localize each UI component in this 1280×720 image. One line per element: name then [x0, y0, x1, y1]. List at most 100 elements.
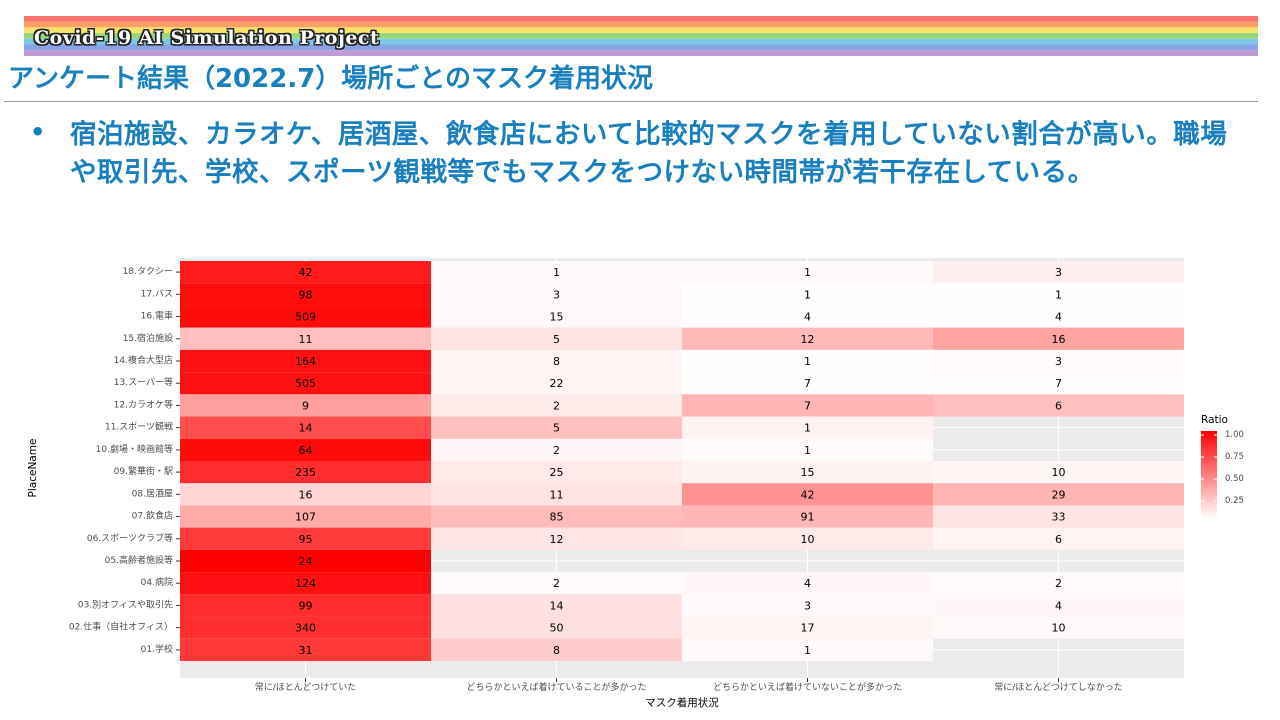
heatmap-cell [180, 438, 431, 461]
y-tick-label: 05.高齢者施設等 [105, 554, 173, 566]
heatmap-cell [431, 305, 682, 328]
heatmap-cell [431, 461, 682, 484]
y-tick-label: 08.居酒屋 [132, 488, 173, 499]
cell-value-label: 6 [1055, 533, 1062, 546]
y-tick-label: 04.病院 [141, 576, 173, 588]
heatmap-cell [180, 416, 431, 439]
rainbow-banner [24, 16, 1258, 56]
cell-value-label: 5 [553, 333, 560, 346]
y-tick-label: 13.スーパー等 [114, 376, 173, 388]
cell-value-label: 164 [295, 355, 316, 368]
cell-value-label: 98 [299, 288, 313, 301]
heatmap-cell [933, 461, 1184, 484]
legend-tick-label: 0.25 [1225, 496, 1244, 506]
cell-value-label: 4 [1055, 599, 1062, 612]
heatmap-cell [180, 372, 431, 395]
cell-value-label: 7 [804, 399, 811, 412]
heatmap-cell [180, 594, 431, 617]
heatmap-cell [682, 283, 933, 306]
heatmap-cell [431, 638, 682, 661]
heatmap-cell [933, 372, 1184, 395]
bullet-marker: • [30, 118, 46, 146]
heatmap-cell [431, 327, 682, 350]
cell-value-label: 3 [1055, 266, 1062, 279]
cell-value-label: 22 [550, 377, 564, 390]
heatmap-cell [933, 261, 1184, 284]
heatmap-cell [933, 394, 1184, 417]
heatmap-cell [682, 572, 933, 595]
y-tick-label: 02.仕事（自社オフィス） [69, 621, 173, 633]
heatmap-cell [431, 616, 682, 639]
y-tick-label: 16.電車 [141, 310, 173, 322]
cell-value-label: 8 [553, 644, 560, 657]
heatmap-cell [682, 438, 933, 461]
bullet-text: 宿泊施設、カラオケ、居酒屋、飲食店において比較的マスクを着用していない割合が高い… [70, 119, 1228, 188]
y-tick-label: 18.タクシー [123, 266, 173, 277]
heatmap-cell [180, 572, 431, 595]
x-tick-label: どちらかといえば着けていないことが多かった [713, 681, 902, 693]
legend-tick-label: 1.00 [1225, 430, 1244, 440]
heatmap-cell [180, 505, 431, 528]
cell-value-label: 11 [299, 333, 313, 346]
y-tick-label: 09.繁華街・駅 [114, 465, 173, 477]
cell-value-label: 124 [295, 577, 316, 590]
heatmap-cell [933, 349, 1184, 373]
heatmap-cell [682, 349, 933, 373]
cell-value-label: 95 [299, 533, 313, 546]
heatmap-cell [180, 616, 431, 639]
heatmap-cell [180, 549, 431, 573]
legend-title: Ratio [1201, 414, 1228, 426]
cell-value-label: 25 [550, 466, 564, 479]
cell-value-label: 3 [553, 288, 560, 301]
cell-value-label: 24 [299, 555, 313, 568]
cell-value-label: 7 [1055, 377, 1062, 390]
cell-value-label: 42 [801, 488, 815, 501]
heatmap-cell [682, 372, 933, 395]
cell-value-label: 1 [804, 288, 811, 301]
cell-value-label: 33 [1052, 511, 1066, 524]
heatmap-cell [933, 483, 1184, 506]
heatmap-cell [682, 416, 933, 439]
cell-value-label: 5 [553, 422, 560, 435]
cell-value-label: 1 [804, 266, 811, 279]
heatmap-cell [682, 261, 933, 284]
cell-value-label: 4 [804, 577, 811, 590]
heatmap-cell [180, 327, 431, 350]
heatmap-cell [431, 594, 682, 617]
cell-value-label: 15 [801, 466, 815, 479]
cell-value-label: 505 [295, 377, 316, 390]
cell-value-label: 10 [801, 533, 815, 546]
cell-value-label: 17 [801, 622, 815, 635]
heatmap-cell [933, 305, 1184, 328]
heatmap-cell [933, 327, 1184, 350]
cell-value-label: 29 [1052, 488, 1066, 501]
legend-tick-label: 0.50 [1225, 474, 1244, 484]
cell-value-label: 1 [553, 266, 560, 279]
y-tick-label: 07.飲食店 [132, 510, 173, 522]
heatmap-cell [682, 483, 933, 506]
heatmap-cell [682, 616, 933, 639]
heatmap-cell [431, 572, 682, 595]
heatmap-cell [180, 394, 431, 417]
cell-value-label: 1 [804, 644, 811, 657]
heatmap-cell [933, 616, 1184, 639]
heatmap-cell [682, 394, 933, 417]
cell-value-label: 9 [302, 399, 309, 412]
heatmap-cell [180, 283, 431, 306]
cell-value-label: 8 [553, 355, 560, 368]
cell-value-label: 107 [295, 511, 316, 524]
heatmap-cell [431, 394, 682, 417]
legend-tick-label: 0.75 [1225, 452, 1244, 462]
banner-title: Covid-19 AI Simulation Project [34, 27, 380, 49]
cell-value-label: 6 [1055, 399, 1062, 412]
cell-value-label: 2 [553, 399, 560, 412]
x-tick-label: どちらかといえば着けていることが多かった [466, 681, 646, 693]
cell-value-label: 42 [299, 266, 313, 279]
cell-value-label: 1 [804, 355, 811, 368]
cell-value-label: 4 [1055, 311, 1062, 324]
cell-value-label: 50 [550, 622, 564, 635]
heatmap-cell [682, 638, 933, 661]
cell-value-label: 12 [801, 333, 815, 346]
heatmap-cell [933, 505, 1184, 528]
